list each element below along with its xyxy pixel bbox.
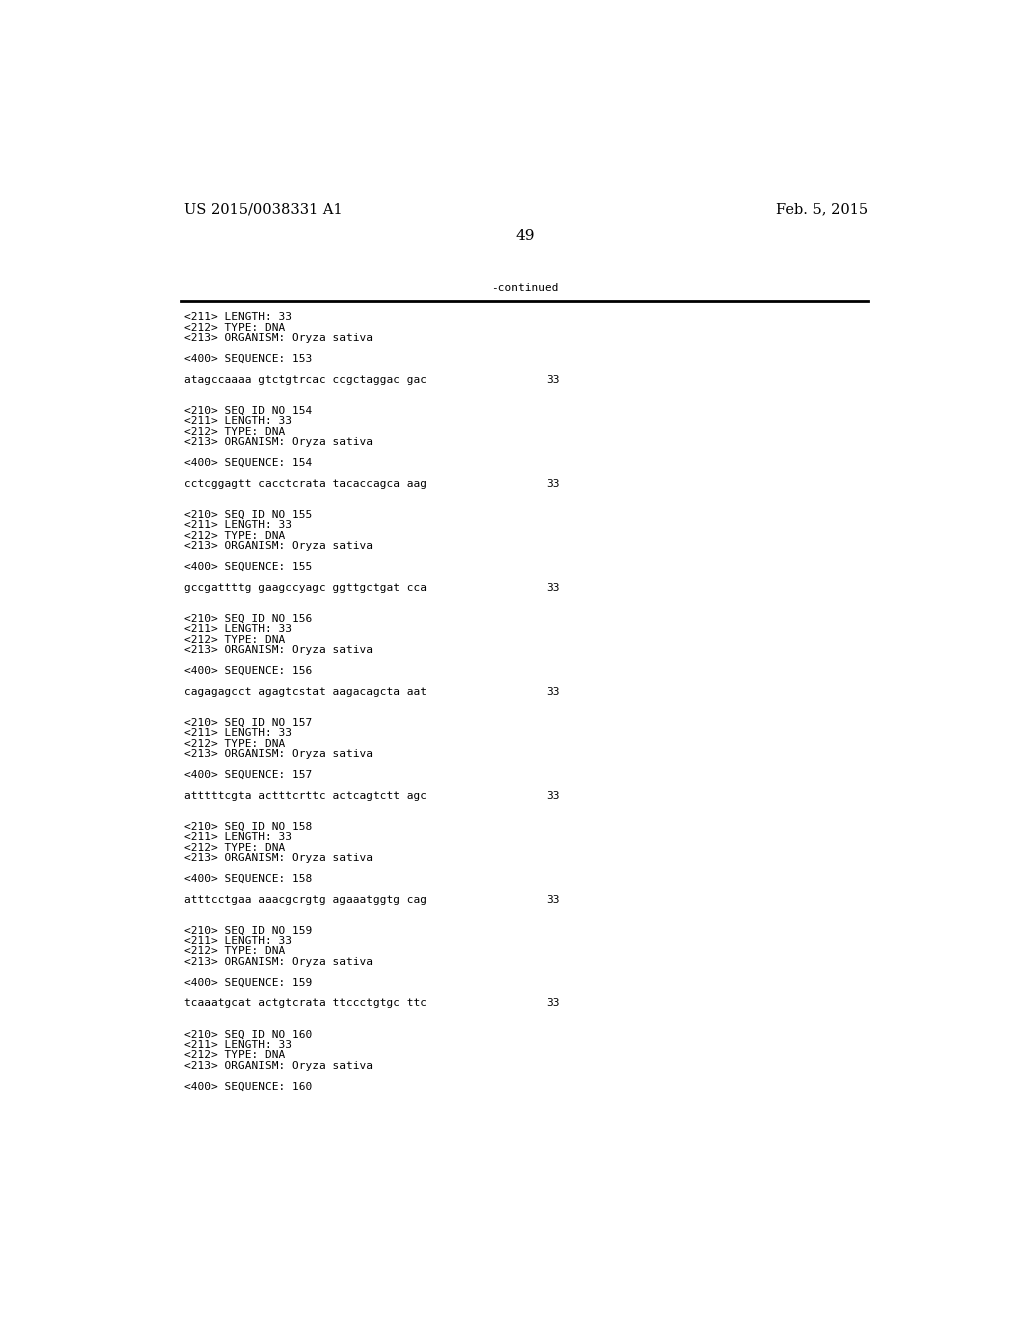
Text: <210> SEQ ID NO 155: <210> SEQ ID NO 155 [183,510,312,520]
Text: atttcctgaa aaacgcrgtg agaaatggtg cag: atttcctgaa aaacgcrgtg agaaatggtg cag [183,895,427,904]
Text: 33: 33 [547,998,560,1008]
Text: <400> SEQUENCE: 155: <400> SEQUENCE: 155 [183,562,312,572]
Text: <210> SEQ ID NO 157: <210> SEQ ID NO 157 [183,718,312,727]
Text: <213> ORGANISM: Oryza sativa: <213> ORGANISM: Oryza sativa [183,437,373,447]
Text: <213> ORGANISM: Oryza sativa: <213> ORGANISM: Oryza sativa [183,645,373,655]
Text: 33: 33 [547,686,560,697]
Text: <212> TYPE: DNA: <212> TYPE: DNA [183,635,285,644]
Text: <211> LENGTH: 33: <211> LENGTH: 33 [183,520,292,531]
Text: <213> ORGANISM: Oryza sativa: <213> ORGANISM: Oryza sativa [183,1061,373,1071]
Text: <213> ORGANISM: Oryza sativa: <213> ORGANISM: Oryza sativa [183,333,373,343]
Text: <211> LENGTH: 33: <211> LENGTH: 33 [183,416,292,426]
Text: <213> ORGANISM: Oryza sativa: <213> ORGANISM: Oryza sativa [183,853,373,863]
Text: <211> LENGTH: 33: <211> LENGTH: 33 [183,313,292,322]
Text: <212> TYPE: DNA: <212> TYPE: DNA [183,426,285,437]
Text: Feb. 5, 2015: Feb. 5, 2015 [776,202,868,216]
Text: <212> TYPE: DNA: <212> TYPE: DNA [183,531,285,541]
Text: <213> ORGANISM: Oryza sativa: <213> ORGANISM: Oryza sativa [183,541,373,550]
Text: <212> TYPE: DNA: <212> TYPE: DNA [183,1051,285,1060]
Text: -continued: -continued [492,284,558,293]
Text: tcaaatgcat actgtcrata ttccctgtgc ttc: tcaaatgcat actgtcrata ttccctgtgc ttc [183,998,427,1008]
Text: 33: 33 [547,895,560,904]
Text: atttttcgta actttcrttc actcagtctt agc: atttttcgta actttcrttc actcagtctt agc [183,791,427,800]
Text: <400> SEQUENCE: 159: <400> SEQUENCE: 159 [183,978,312,987]
Text: <213> ORGANISM: Oryza sativa: <213> ORGANISM: Oryza sativa [183,957,373,966]
Text: <400> SEQUENCE: 160: <400> SEQUENCE: 160 [183,1081,312,1092]
Text: <210> SEQ ID NO 159: <210> SEQ ID NO 159 [183,925,312,936]
Text: cctcggagtt cacctcrata tacaccagca aag: cctcggagtt cacctcrata tacaccagca aag [183,479,427,488]
Text: <210> SEQ ID NO 156: <210> SEQ ID NO 156 [183,614,312,624]
Text: <212> TYPE: DNA: <212> TYPE: DNA [183,323,285,333]
Text: <400> SEQUENCE: 156: <400> SEQUENCE: 156 [183,665,312,676]
Text: 49: 49 [515,230,535,243]
Text: US 2015/0038331 A1: US 2015/0038331 A1 [183,202,342,216]
Text: <211> LENGTH: 33: <211> LENGTH: 33 [183,832,292,842]
Text: <211> LENGTH: 33: <211> LENGTH: 33 [183,936,292,946]
Text: <400> SEQUENCE: 154: <400> SEQUENCE: 154 [183,458,312,467]
Text: <400> SEQUENCE: 158: <400> SEQUENCE: 158 [183,874,312,883]
Text: 33: 33 [547,791,560,800]
Text: <210> SEQ ID NO 154: <210> SEQ ID NO 154 [183,407,312,416]
Text: <212> TYPE: DNA: <212> TYPE: DNA [183,739,285,748]
Text: <212> TYPE: DNA: <212> TYPE: DNA [183,842,285,853]
Text: 33: 33 [547,479,560,488]
Text: 33: 33 [547,582,560,593]
Text: <211> LENGTH: 33: <211> LENGTH: 33 [183,1040,292,1049]
Text: atagccaaaa gtctgtrcac ccgctaggac gac: atagccaaaa gtctgtrcac ccgctaggac gac [183,375,427,384]
Text: <400> SEQUENCE: 157: <400> SEQUENCE: 157 [183,770,312,780]
Text: <211> LENGTH: 33: <211> LENGTH: 33 [183,624,292,634]
Text: cagagagcct agagtcstat aagacagcta aat: cagagagcct agagtcstat aagacagcta aat [183,686,427,697]
Text: gccgattttg gaagccyagc ggttgctgat cca: gccgattttg gaagccyagc ggttgctgat cca [183,582,427,593]
Text: <210> SEQ ID NO 158: <210> SEQ ID NO 158 [183,822,312,832]
Text: <211> LENGTH: 33: <211> LENGTH: 33 [183,729,292,738]
Text: <212> TYPE: DNA: <212> TYPE: DNA [183,946,285,957]
Text: <213> ORGANISM: Oryza sativa: <213> ORGANISM: Oryza sativa [183,748,373,759]
Text: <210> SEQ ID NO 160: <210> SEQ ID NO 160 [183,1030,312,1040]
Text: 33: 33 [547,375,560,384]
Text: <400> SEQUENCE: 153: <400> SEQUENCE: 153 [183,354,312,364]
